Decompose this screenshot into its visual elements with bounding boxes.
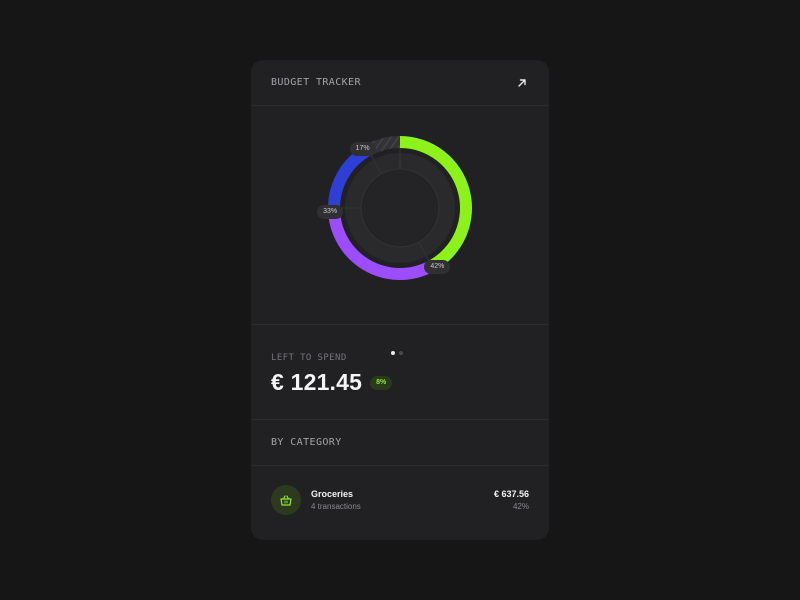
left-to-spend-amount: € 121.45 <box>271 369 363 395</box>
by-category-title: BY CATEGORY <box>271 437 342 448</box>
arrow-up-right-icon[interactable] <box>515 76 529 90</box>
category-row[interactable]: Groceries 4 transactions € 637.56 42% <box>251 466 549 534</box>
card-header: BUDGET TRACKER <box>251 60 549 105</box>
shopping-basket-icon <box>271 485 301 515</box>
divider <box>251 105 549 106</box>
left-to-spend-section: LEFT TO SPEND € 121.45 8% <box>251 325 549 419</box>
by-category-header: BY CATEGORY <box>251 420 549 465</box>
budget-tracker-card: BUDGET TRACKER 42% 33% 17% <box>251 60 549 540</box>
category-amount: € 637.56 <box>493 489 529 499</box>
divider <box>251 419 549 420</box>
donut-guide-line <box>418 241 430 261</box>
slice-percent-badge: 33% <box>317 205 344 220</box>
pager-dot-1[interactable] <box>391 351 395 355</box>
donut-center <box>360 168 440 248</box>
category-percent: 42% <box>512 502 529 511</box>
card-title: BUDGET TRACKER <box>271 77 361 88</box>
donut-chart: 42% 33% 17% <box>251 106 549 355</box>
left-to-spend-label: LEFT TO SPEND <box>271 353 347 363</box>
divider <box>251 324 549 325</box>
donut-slice-3[interactable] <box>328 144 372 208</box>
donut-chart-svg <box>328 136 473 280</box>
pager-dot-2[interactable] <box>399 351 403 355</box>
category-name: Groceries <box>311 489 354 499</box>
slice-percent-badge: 42% <box>424 260 451 275</box>
category-transactions: 4 transactions <box>311 502 361 511</box>
chart-pager[interactable] <box>391 351 403 355</box>
slice-percent-badge: 17% <box>349 141 376 156</box>
divider <box>251 465 549 466</box>
donut-slice-2[interactable] <box>328 208 435 280</box>
donut-guide-line <box>370 155 382 175</box>
donut-slice-1[interactable] <box>400 136 473 272</box>
spend-change-badge: 8% <box>370 375 393 390</box>
